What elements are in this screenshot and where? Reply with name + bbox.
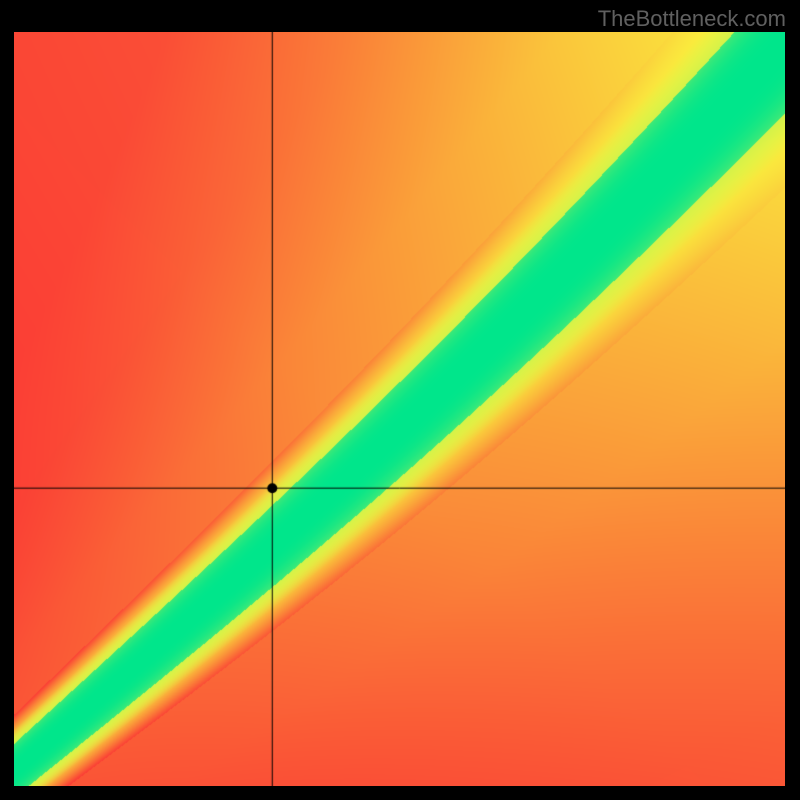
heatmap-plot xyxy=(14,32,785,786)
chart-container: TheBottleneck.com xyxy=(0,0,800,800)
heatmap-canvas xyxy=(14,32,785,786)
watermark-text: TheBottleneck.com xyxy=(598,6,786,32)
